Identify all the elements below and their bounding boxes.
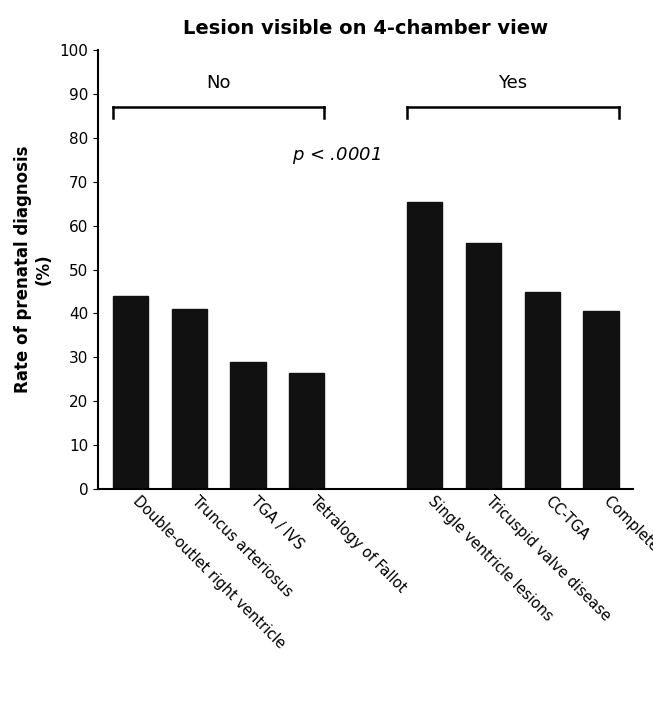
Text: $p$ < .0001: $p$ < .0001 <box>292 145 381 166</box>
Text: No: No <box>206 74 231 92</box>
Text: Yes: Yes <box>498 74 528 92</box>
Bar <box>466 243 501 489</box>
Bar <box>524 292 560 489</box>
Bar <box>583 311 618 489</box>
Bar <box>289 372 325 489</box>
Bar <box>407 201 442 489</box>
Y-axis label: Rate of prenatal diagnosis
(%): Rate of prenatal diagnosis (%) <box>14 146 52 393</box>
Title: Lesion visible on 4-chamber view: Lesion visible on 4-chamber view <box>183 19 549 37</box>
Bar <box>172 309 207 489</box>
Bar <box>113 296 148 489</box>
Bar <box>231 362 266 489</box>
